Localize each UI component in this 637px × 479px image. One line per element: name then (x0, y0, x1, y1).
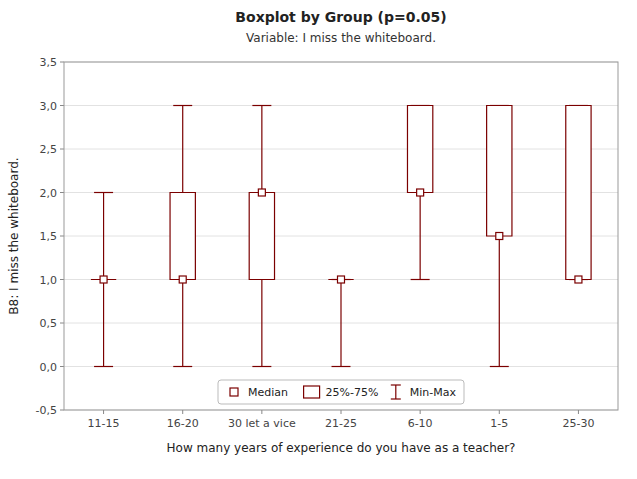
box (249, 193, 274, 280)
legend-label: Min-Max (410, 386, 457, 399)
y-tick-label: 1,0 (40, 274, 58, 287)
max-cap (252, 105, 271, 106)
x-tick-label: 16-20 (167, 417, 199, 430)
title: Boxplot by Group (p=0.05) (235, 9, 446, 25)
lower-whisker (261, 280, 262, 367)
grid-line (64, 192, 618, 193)
x-tick-label: 1-5 (490, 417, 508, 430)
grid-line (64, 105, 618, 106)
y-tick-label: 3,0 (40, 100, 58, 113)
lower-whisker (182, 280, 183, 367)
x-tick (261, 410, 262, 414)
median-marker (338, 276, 345, 283)
y-tick (60, 105, 64, 106)
y-tick (60, 279, 64, 280)
x-tick (103, 410, 104, 414)
median-marker (496, 233, 503, 240)
legend-icon-median (230, 388, 238, 396)
legend-box (218, 380, 464, 404)
legend-icon-whisker (395, 385, 396, 399)
subtitle: Variable: I miss the whiteboard. (246, 31, 436, 45)
median-marker (258, 189, 265, 196)
min-cap (332, 366, 351, 367)
box (566, 106, 591, 280)
x-tick-label: 6-10 (408, 417, 433, 430)
y-tick-label: 3,5 (40, 56, 58, 69)
box (487, 106, 512, 237)
x-tick (420, 410, 421, 414)
median-marker (575, 276, 582, 283)
grid-line (64, 149, 618, 150)
legend: Median 25%-75% Min-Max (218, 380, 464, 404)
box (170, 193, 195, 280)
min-cap (94, 366, 113, 367)
upper-whisker (261, 106, 262, 193)
grid-line (64, 366, 618, 367)
x-tick (499, 410, 500, 414)
legend-icon-box (304, 386, 320, 398)
min-cap (252, 366, 271, 367)
y-tick-label: 2,0 (40, 187, 58, 200)
max-cap (94, 192, 113, 193)
min-cap (490, 366, 509, 367)
legend-icon-cap (391, 384, 401, 385)
y-tick (60, 149, 64, 150)
median-marker (417, 189, 424, 196)
lower-whisker (420, 193, 421, 280)
y-tick (60, 192, 64, 193)
min-cap (173, 366, 192, 367)
boxes (91, 106, 591, 367)
x-tick-label: 21-25 (325, 417, 357, 430)
box (407, 106, 432, 193)
y-tick (60, 236, 64, 237)
y-tick-label: 2,5 (40, 143, 58, 156)
upper-whisker (182, 106, 183, 193)
lower-whisker (103, 280, 104, 367)
x-tick (182, 410, 183, 414)
y-tick (60, 410, 64, 411)
grid-line (64, 236, 618, 237)
legend-label: 25%-75% (326, 386, 379, 399)
y-axis-label: B8: I miss the whiteboard. (7, 157, 21, 314)
median-marker (179, 276, 186, 283)
x-tick-label: 30 let a vice (228, 417, 296, 430)
y-tick-label: -0,5 (36, 404, 57, 417)
upper-whisker (103, 193, 104, 280)
median-marker (100, 276, 107, 283)
chart: Boxplot by Group (p=0.05) Variable: I mis… (0, 0, 637, 479)
plot-frame (64, 62, 618, 410)
y-tick-label: 1,5 (40, 230, 58, 243)
y-tick-label: 0,5 (40, 317, 58, 330)
min-cap (411, 279, 430, 280)
x-tick (341, 410, 342, 414)
x-axis-label: How many years of experience do you have… (167, 441, 516, 455)
lower-whisker (499, 236, 500, 367)
x-tick (578, 410, 579, 414)
max-cap (173, 105, 192, 106)
y-tick (60, 62, 64, 63)
x-tick-label: 25-30 (562, 417, 594, 430)
y-tick (60, 366, 64, 367)
background (0, 0, 637, 479)
lower-whisker (340, 280, 341, 367)
y-tick-label: 0,0 (40, 361, 58, 374)
legend-label: Median (248, 386, 288, 399)
y-tick (60, 323, 64, 324)
legend-icon-cap (391, 398, 401, 399)
x-tick-label: 11-15 (88, 417, 120, 430)
